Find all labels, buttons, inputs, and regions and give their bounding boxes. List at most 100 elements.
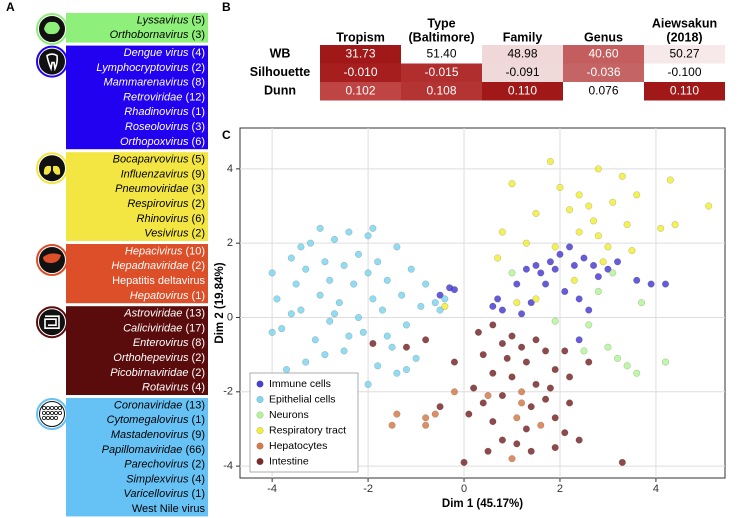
icon-shape: [50, 415, 55, 420]
point: [383, 276, 391, 284]
virus-name: Orthohepevirus: [113, 352, 189, 364]
point: [450, 286, 458, 294]
point: [604, 343, 612, 351]
point: [546, 258, 554, 266]
virus-name: Mastadenovirus: [111, 429, 189, 441]
column-header: Type: [427, 16, 455, 30]
point: [407, 265, 415, 273]
virus-count: (2): [192, 62, 205, 74]
point: [498, 436, 506, 444]
point: [402, 321, 411, 329]
point: [460, 458, 468, 466]
legend-box: [249, 372, 359, 473]
point: [585, 321, 593, 329]
point: [551, 265, 559, 273]
point: [340, 347, 348, 355]
cell-value: 0.110: [670, 83, 699, 97]
virus-label: Cytomegalovirus (1): [107, 414, 205, 426]
cell-value: 50.27: [669, 46, 699, 60]
virus-label: Pneumoviridae (3): [115, 183, 205, 195]
point: [287, 310, 295, 318]
virus-count: (3): [192, 121, 205, 133]
virus-name: Coronaviridae: [114, 399, 182, 411]
virus-label: Respirovirus (2): [127, 198, 205, 210]
point: [412, 354, 420, 362]
point: [518, 399, 526, 407]
cell: [644, 82, 725, 101]
cell-value: 0.076: [588, 83, 618, 97]
cell: [482, 45, 563, 64]
cell-value: -0.100: [667, 65, 701, 79]
point: [556, 183, 564, 191]
point: [518, 310, 526, 318]
point: [566, 243, 574, 251]
point: [369, 339, 377, 348]
point: [594, 165, 602, 173]
group-block: [66, 398, 208, 517]
virus-label: Enterovirus (8): [133, 337, 205, 349]
legend-label: Intestine: [269, 455, 309, 467]
point: [666, 176, 674, 184]
point: [566, 373, 574, 381]
point: [633, 276, 641, 284]
point: [326, 317, 334, 325]
column-header: (Baltimore): [409, 30, 475, 44]
cell-value: -0.015: [424, 65, 458, 79]
virus-name: Astroviridae: [123, 308, 182, 320]
point: [316, 224, 324, 232]
point: [489, 369, 497, 377]
cell: [563, 82, 644, 101]
virus-count: (66): [185, 444, 205, 456]
point: [393, 369, 401, 377]
point: [590, 261, 598, 270]
point: [422, 280, 430, 288]
legend-marker: [256, 426, 264, 435]
point: [575, 436, 583, 444]
point: [527, 447, 535, 455]
point: [465, 410, 473, 418]
point: [441, 302, 449, 310]
cell-value: -0.091: [505, 65, 539, 79]
point: [585, 358, 593, 366]
point: [518, 388, 526, 396]
cell: [320, 63, 401, 82]
virus-label: Mammarenavirus (8): [104, 77, 205, 89]
virus-count: (8): [192, 77, 205, 89]
virus-name: Influenzavirus: [121, 168, 189, 180]
point: [431, 410, 439, 418]
icon-shape: [46, 405, 51, 410]
point: [450, 358, 458, 366]
point: [532, 336, 540, 344]
point: [422, 414, 430, 422]
point: [311, 336, 319, 344]
point: [551, 317, 559, 325]
point: [566, 206, 574, 214]
icon-shape: [42, 415, 47, 420]
cell: [320, 82, 401, 101]
point: [546, 157, 554, 165]
virus-count: (1): [192, 488, 205, 500]
icon-shape: [44, 315, 60, 329]
virus-count: (3): [192, 29, 205, 41]
point: [551, 365, 559, 374]
cell: [320, 45, 401, 64]
point: [508, 269, 516, 277]
point: [518, 343, 526, 351]
virus-count: (2): [192, 228, 205, 240]
legend-marker: [256, 442, 264, 450]
point: [498, 339, 506, 348]
virus-label: Rhinovirus (6): [137, 213, 205, 225]
point: [393, 410, 401, 418]
point: [532, 295, 540, 303]
point: [542, 347, 550, 355]
point: [364, 269, 372, 277]
icon-shape: [54, 410, 59, 415]
point: [330, 235, 339, 244]
icon-shape: [43, 253, 61, 263]
icon-shape: [46, 415, 51, 420]
virus-label: Retroviridae (12): [123, 91, 205, 103]
point: [422, 421, 430, 429]
virus-name: Hepatovirus: [130, 290, 189, 302]
virus-name: Simplexvirus: [126, 473, 189, 485]
virus-count: (9): [192, 429, 205, 441]
